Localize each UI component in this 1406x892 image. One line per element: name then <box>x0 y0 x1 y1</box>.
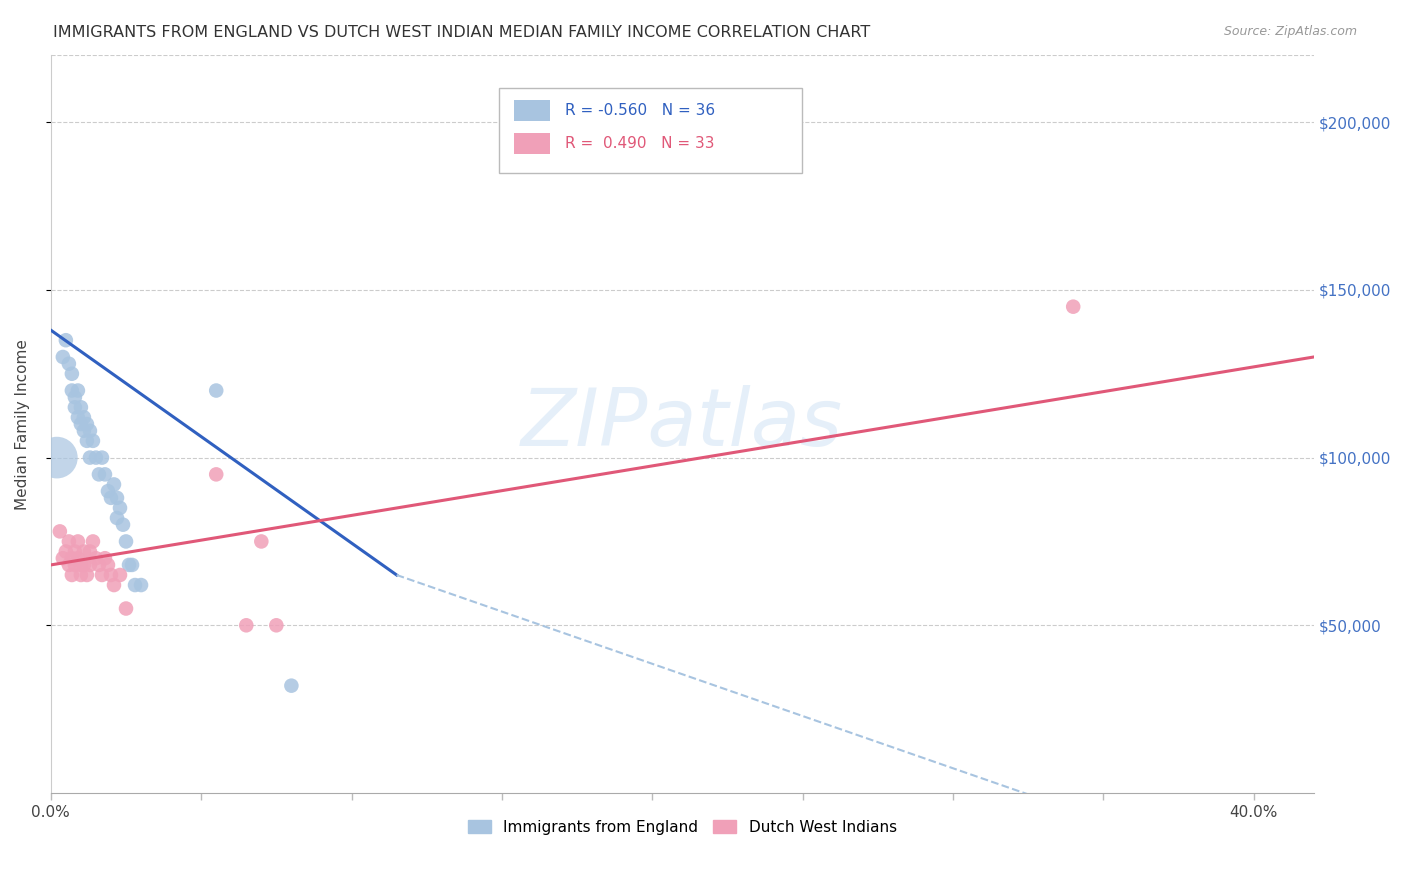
Text: R = -0.560   N = 36: R = -0.560 N = 36 <box>565 103 716 118</box>
FancyBboxPatch shape <box>515 133 550 154</box>
Point <box>91 450 114 465</box>
Point <box>121 558 143 572</box>
Point <box>63 558 86 572</box>
Point <box>124 578 146 592</box>
Point <box>55 544 77 558</box>
Point <box>79 544 101 558</box>
Point <box>129 578 152 592</box>
Point <box>76 417 98 431</box>
Point <box>205 384 228 398</box>
Point <box>100 491 122 505</box>
FancyBboxPatch shape <box>515 100 550 120</box>
Point <box>76 434 98 448</box>
Point <box>79 450 101 465</box>
Point <box>55 333 77 347</box>
Point <box>103 578 125 592</box>
Point <box>115 534 138 549</box>
Point <box>66 534 89 549</box>
Point <box>103 477 125 491</box>
Point <box>84 551 107 566</box>
FancyBboxPatch shape <box>499 88 803 173</box>
Point <box>108 568 131 582</box>
Point <box>60 551 83 566</box>
Point <box>60 568 83 582</box>
Point <box>84 450 107 465</box>
Text: IMMIGRANTS FROM ENGLAND VS DUTCH WEST INDIAN MEDIAN FAMILY INCOME CORRELATION CH: IMMIGRANTS FROM ENGLAND VS DUTCH WEST IN… <box>53 25 870 40</box>
Point <box>73 424 96 438</box>
Y-axis label: Median Family Income: Median Family Income <box>15 339 30 509</box>
Point <box>97 558 120 572</box>
Point <box>70 568 93 582</box>
Point <box>280 679 302 693</box>
Point <box>52 350 75 364</box>
Point <box>82 434 104 448</box>
Point <box>108 500 131 515</box>
Point <box>115 601 138 615</box>
Point <box>66 551 89 566</box>
Point <box>94 551 117 566</box>
Point <box>79 424 101 438</box>
Point <box>91 568 114 582</box>
Point <box>73 410 96 425</box>
Point <box>58 558 80 572</box>
Point <box>70 401 93 415</box>
Point <box>111 517 134 532</box>
Point <box>87 467 110 482</box>
Legend: Immigrants from England, Dutch West Indians: Immigrants from England, Dutch West Indi… <box>461 814 903 840</box>
Text: R =  0.490   N = 33: R = 0.490 N = 33 <box>565 136 714 151</box>
Point <box>73 558 96 572</box>
Point <box>94 467 117 482</box>
Point <box>45 450 67 465</box>
Point <box>100 568 122 582</box>
Point <box>60 367 83 381</box>
Point <box>58 357 80 371</box>
Point <box>105 491 128 505</box>
Point <box>63 544 86 558</box>
Point <box>205 467 228 482</box>
Point <box>82 534 104 549</box>
Point <box>49 524 72 539</box>
Point <box>73 544 96 558</box>
Point <box>79 558 101 572</box>
Point <box>118 558 141 572</box>
Text: Source: ZipAtlas.com: Source: ZipAtlas.com <box>1223 25 1357 38</box>
Point <box>63 401 86 415</box>
Point <box>63 390 86 404</box>
Point <box>250 534 273 549</box>
Point <box>266 618 288 632</box>
Point <box>70 417 93 431</box>
Point <box>1062 300 1084 314</box>
Point <box>52 551 75 566</box>
Point <box>60 384 83 398</box>
Text: ZIPatlas: ZIPatlas <box>522 385 844 463</box>
Point <box>58 534 80 549</box>
Point <box>87 558 110 572</box>
Point <box>76 568 98 582</box>
Point <box>97 484 120 499</box>
Point <box>66 410 89 425</box>
Point <box>235 618 257 632</box>
Point <box>105 511 128 525</box>
Point <box>66 384 89 398</box>
Point <box>70 558 93 572</box>
